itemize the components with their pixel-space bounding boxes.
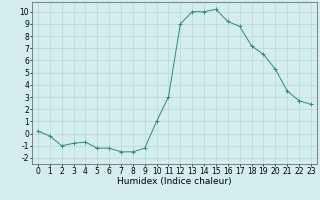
X-axis label: Humidex (Indice chaleur): Humidex (Indice chaleur) [117, 177, 232, 186]
